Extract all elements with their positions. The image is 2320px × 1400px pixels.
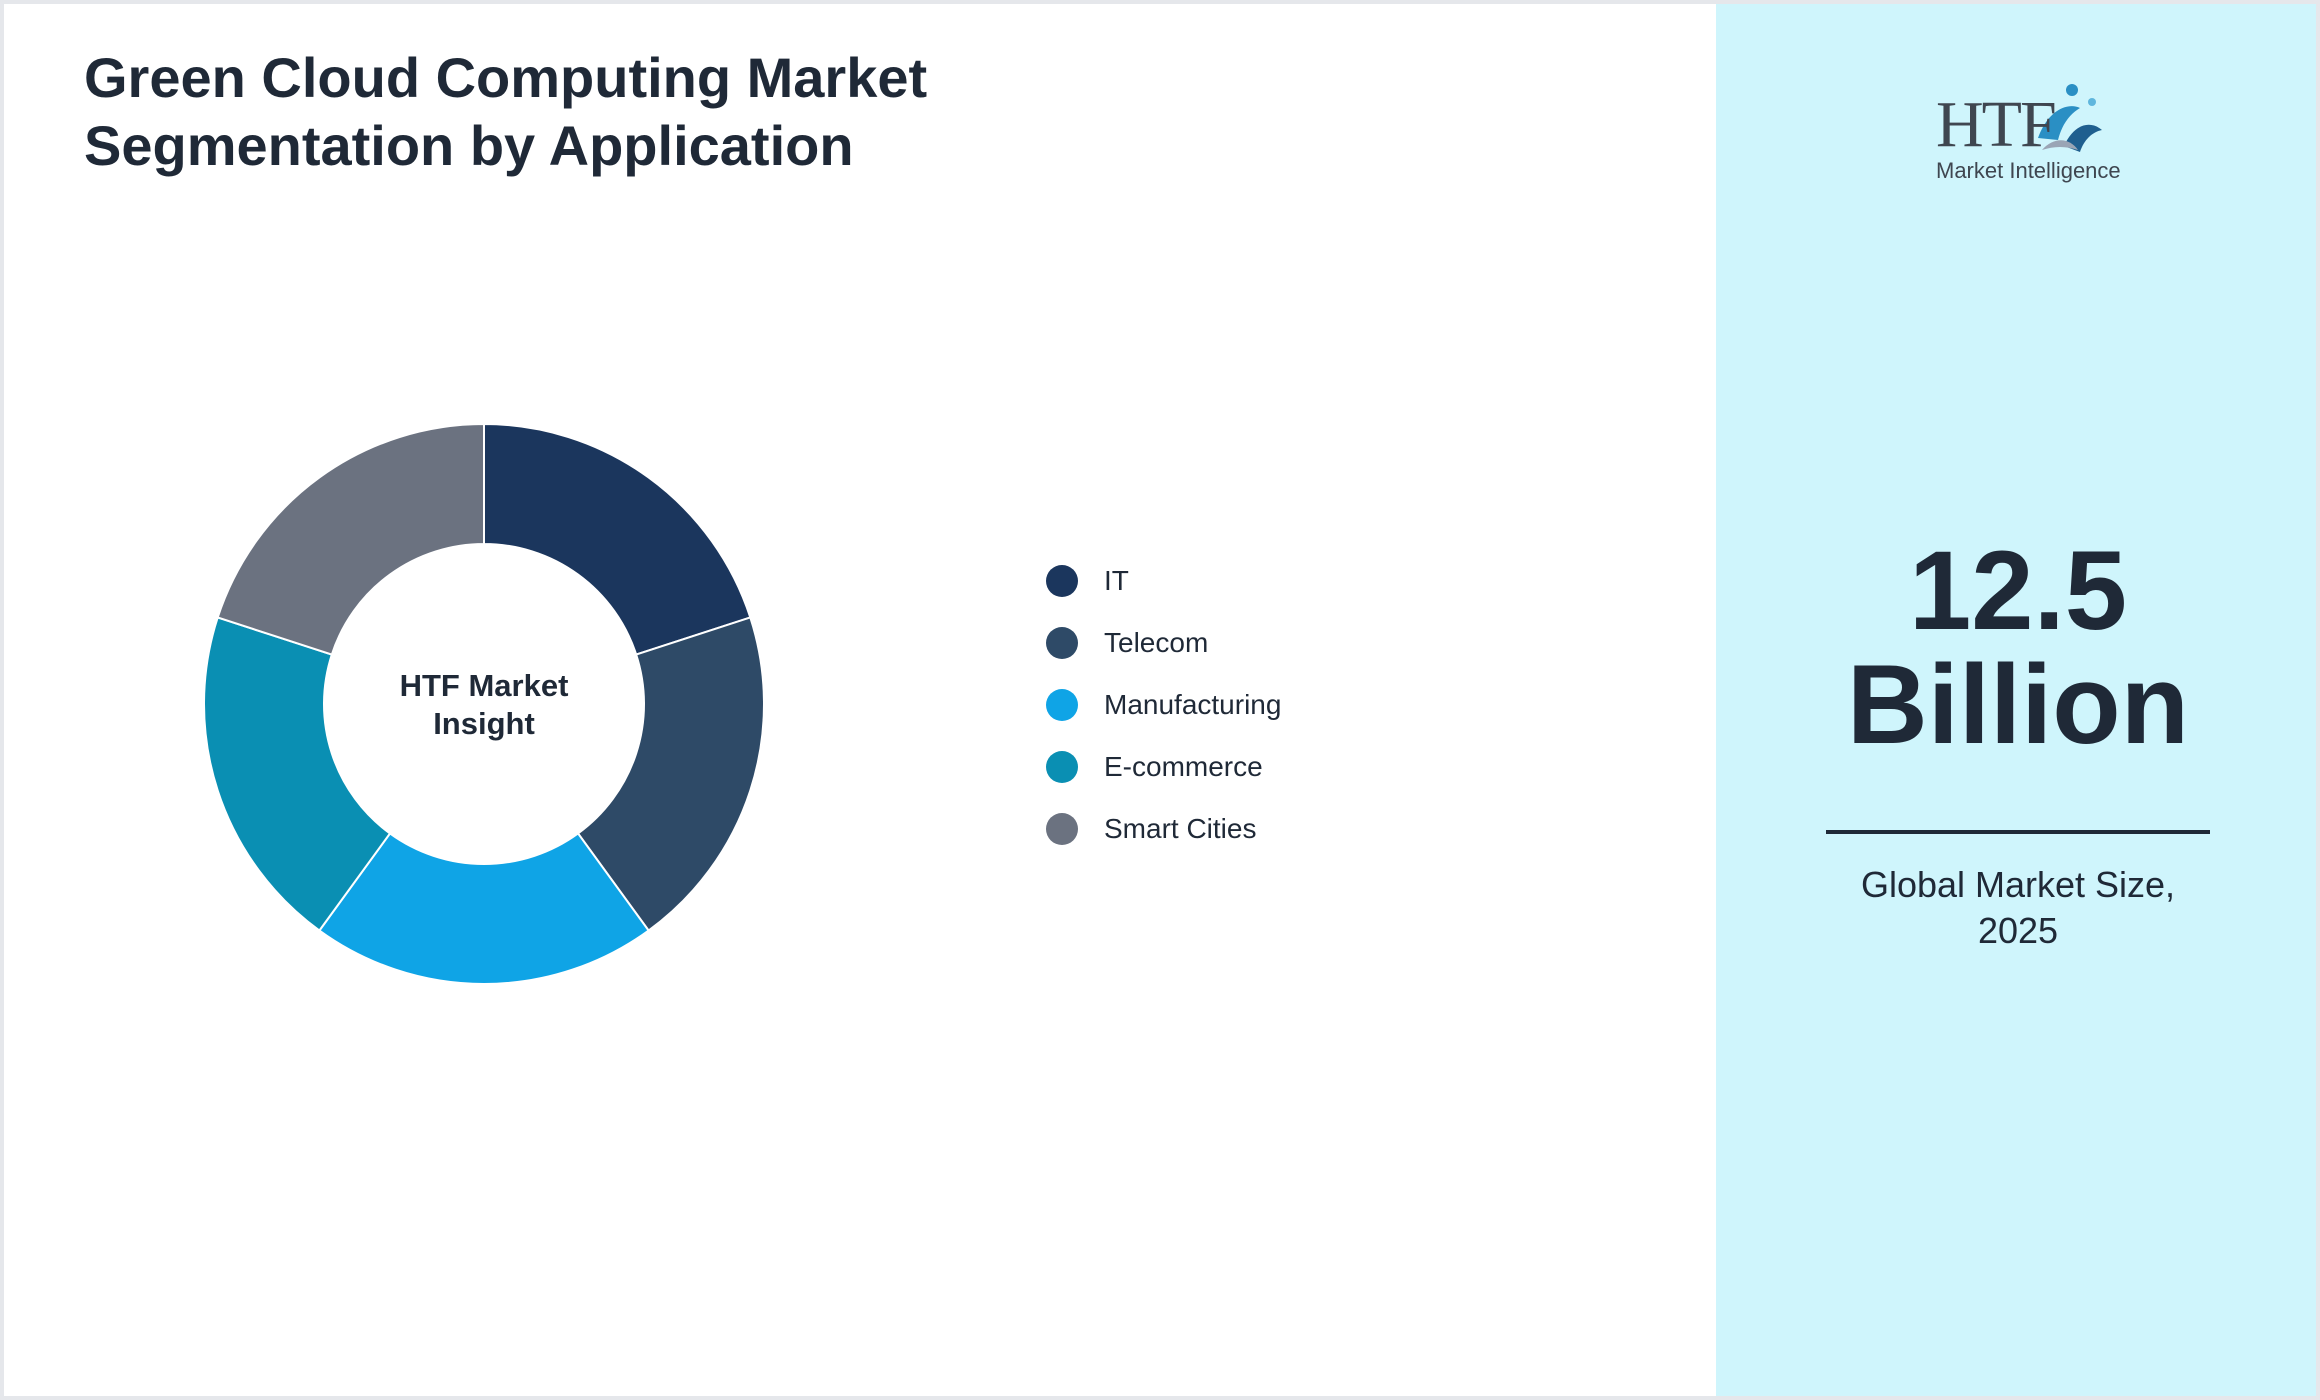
donut-slice-smart-cities xyxy=(216,422,485,656)
legend-swatch xyxy=(1046,813,1078,845)
kpi-caption-line-2: 2025 xyxy=(1977,910,2059,951)
legend-label: Smart Cities xyxy=(1104,813,1257,844)
donut-slice-it xyxy=(483,422,752,656)
donut-slice-e-commerce xyxy=(203,616,392,932)
chart-legend: IT Telecom Manufacturing E-commerce Smart Ci… xyxy=(1046,550,1281,860)
market-size-kpi: 12.5 Billion xyxy=(1716,528,2316,767)
donut-chart: HTF Market Insight xyxy=(203,422,765,986)
legend-item-manufacturing: Manufacturing xyxy=(1046,674,1281,736)
center-label-line-2: Insight xyxy=(433,706,535,741)
legend-label: IT xyxy=(1104,565,1129,596)
kpi-caption-line-1: Global Market Size, xyxy=(1860,864,2176,905)
legend-item-it: IT xyxy=(1046,550,1281,612)
legend-item-telecom: Telecom xyxy=(1046,612,1281,674)
title-line-2: Segmentation by Application xyxy=(84,114,854,177)
legend-swatch xyxy=(1046,627,1078,659)
kpi-unit: Billion xyxy=(1846,642,2190,767)
legend-label: Telecom xyxy=(1104,627,1209,658)
title-line-1: Green Cloud Computing Market xyxy=(84,46,928,109)
logo-tagline: Market Intelligence xyxy=(1936,158,2121,183)
center-label-line-1: HTF Market xyxy=(400,668,569,703)
chart-panel: Green Cloud Computing Market Segmentatio… xyxy=(4,4,1716,1396)
logo-brand: HTF xyxy=(1936,88,2057,161)
legend-item-e-commerce: E-commerce xyxy=(1046,736,1281,798)
kpi-caption: Global Market Size, 2025 xyxy=(1768,862,2268,954)
legend-item-smart-cities: Smart Cities xyxy=(1046,798,1281,860)
htf-logo: HTF Market Intelligence xyxy=(1926,80,2121,190)
legend-label: Manufacturing xyxy=(1104,689,1282,720)
kpi-value: 12.5 xyxy=(1909,528,2127,653)
kpi-divider xyxy=(1826,830,2210,834)
legend-swatch xyxy=(1046,751,1078,783)
legend-swatch xyxy=(1046,689,1078,721)
donut-slices xyxy=(203,422,765,986)
logo-mark-icon xyxy=(2038,84,2102,152)
summary-panel: HTF Market Intelligence 12.5 Billion Glo… xyxy=(1716,4,2316,1396)
donut-slice-telecom xyxy=(576,616,765,932)
donut-slice-manufacturing xyxy=(318,832,650,986)
legend-swatch xyxy=(1046,565,1078,597)
page-title: Green Cloud Computing Market Segmentatio… xyxy=(84,44,1084,180)
legend-label: E-commerce xyxy=(1104,751,1263,782)
